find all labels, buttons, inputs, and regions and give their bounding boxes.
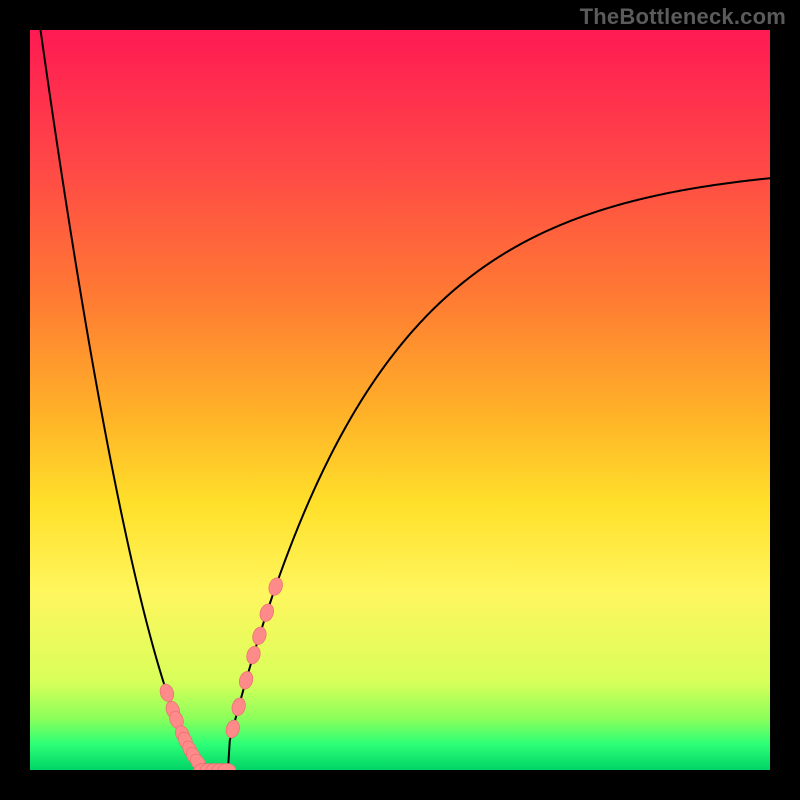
chart-frame: TheBottleneck.com	[0, 0, 800, 800]
bottleneck-chart	[0, 0, 800, 800]
chart-background	[30, 30, 770, 770]
watermark-text: TheBottleneck.com	[580, 4, 786, 30]
